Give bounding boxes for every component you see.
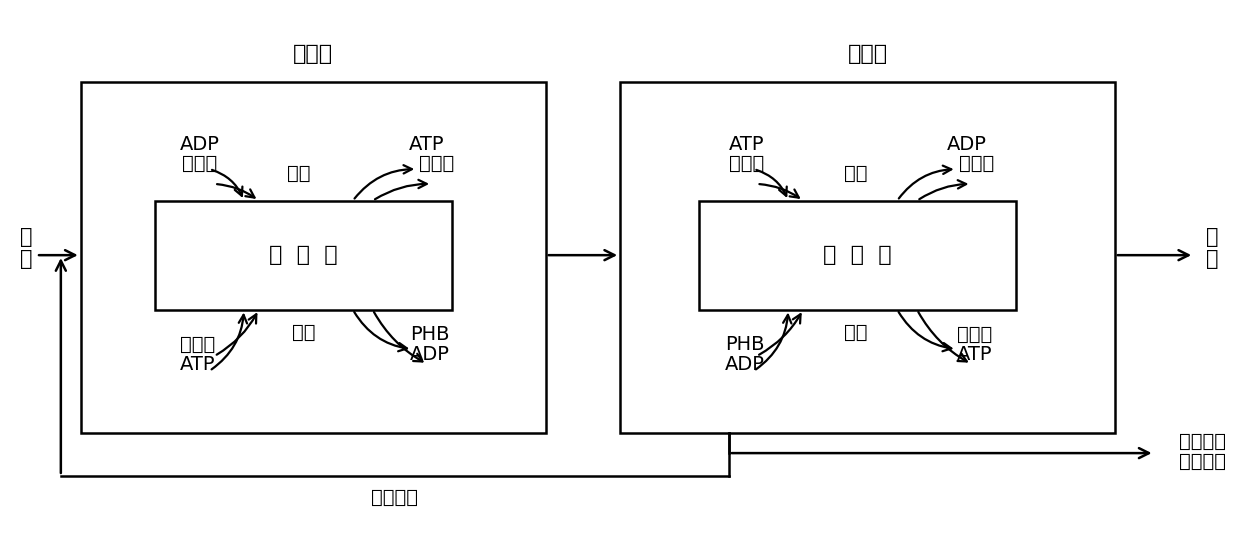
Text: （富磷）: （富磷） <box>1178 452 1226 471</box>
Text: ATP: ATP <box>729 135 765 154</box>
Text: 进: 进 <box>20 227 32 247</box>
Text: 无机磷: 无机磷 <box>729 154 764 173</box>
Text: 好氧段: 好氧段 <box>847 44 887 64</box>
Text: 合成: 合成 <box>292 323 314 342</box>
Text: 水: 水 <box>20 249 32 269</box>
Text: ATP: ATP <box>409 135 444 154</box>
Text: 污泥回流: 污泥回流 <box>372 488 418 507</box>
Text: 出: 出 <box>1206 227 1218 247</box>
Text: ATP: ATP <box>957 345 992 364</box>
Text: 有机磷: 有机磷 <box>958 154 993 173</box>
Text: 降解: 降解 <box>844 323 867 342</box>
Bar <box>155 201 452 309</box>
Text: 无机磷: 无机磷 <box>419 154 454 173</box>
Text: 有机磷: 有机磷 <box>182 154 217 173</box>
Text: 聚  磷  菌: 聚 磷 菌 <box>270 245 338 265</box>
Text: ADP: ADP <box>180 135 220 154</box>
Text: 溶解质: 溶解质 <box>180 335 215 354</box>
Text: 厌氧段: 厌氧段 <box>293 44 333 64</box>
Text: PHB: PHB <box>411 325 449 344</box>
Text: ADP: ADP <box>725 354 765 373</box>
Text: 聚  磷  菌: 聚 磷 菌 <box>824 245 892 265</box>
Bar <box>81 82 545 433</box>
Text: ADP: ADP <box>946 135 986 154</box>
Text: 释放: 释放 <box>287 163 311 182</box>
Text: 水: 水 <box>1206 249 1218 269</box>
Text: ADP: ADP <box>411 345 451 364</box>
Text: 剩余污泥: 剩余污泥 <box>1178 432 1226 451</box>
Bar <box>620 82 1114 433</box>
Text: 无机物: 无机物 <box>957 325 992 344</box>
Text: 聚磷: 聚磷 <box>844 163 867 182</box>
Text: ATP: ATP <box>180 354 215 373</box>
Bar <box>699 201 1016 309</box>
Text: PHB: PHB <box>725 335 765 354</box>
